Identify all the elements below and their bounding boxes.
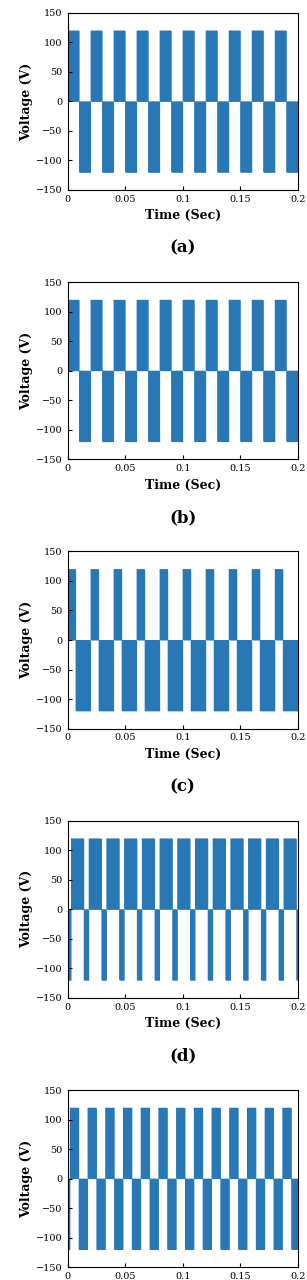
X-axis label: Time (Sec): Time (Sec) [145, 479, 221, 492]
Text: (a): (a) [169, 239, 196, 256]
X-axis label: Time (Sec): Time (Sec) [145, 748, 221, 762]
Y-axis label: Voltage (V): Voltage (V) [20, 332, 33, 410]
X-axis label: Time (Sec): Time (Sec) [145, 1018, 221, 1030]
Y-axis label: Voltage (V): Voltage (V) [20, 1139, 33, 1217]
Y-axis label: Voltage (V): Voltage (V) [20, 600, 33, 680]
Text: (b): (b) [169, 509, 196, 526]
X-axis label: Time (Sec): Time (Sec) [145, 210, 221, 223]
Y-axis label: Voltage (V): Voltage (V) [20, 63, 33, 141]
Text: (c): (c) [170, 778, 196, 795]
Y-axis label: Voltage (V): Voltage (V) [20, 870, 33, 948]
Text: (d): (d) [169, 1047, 196, 1065]
